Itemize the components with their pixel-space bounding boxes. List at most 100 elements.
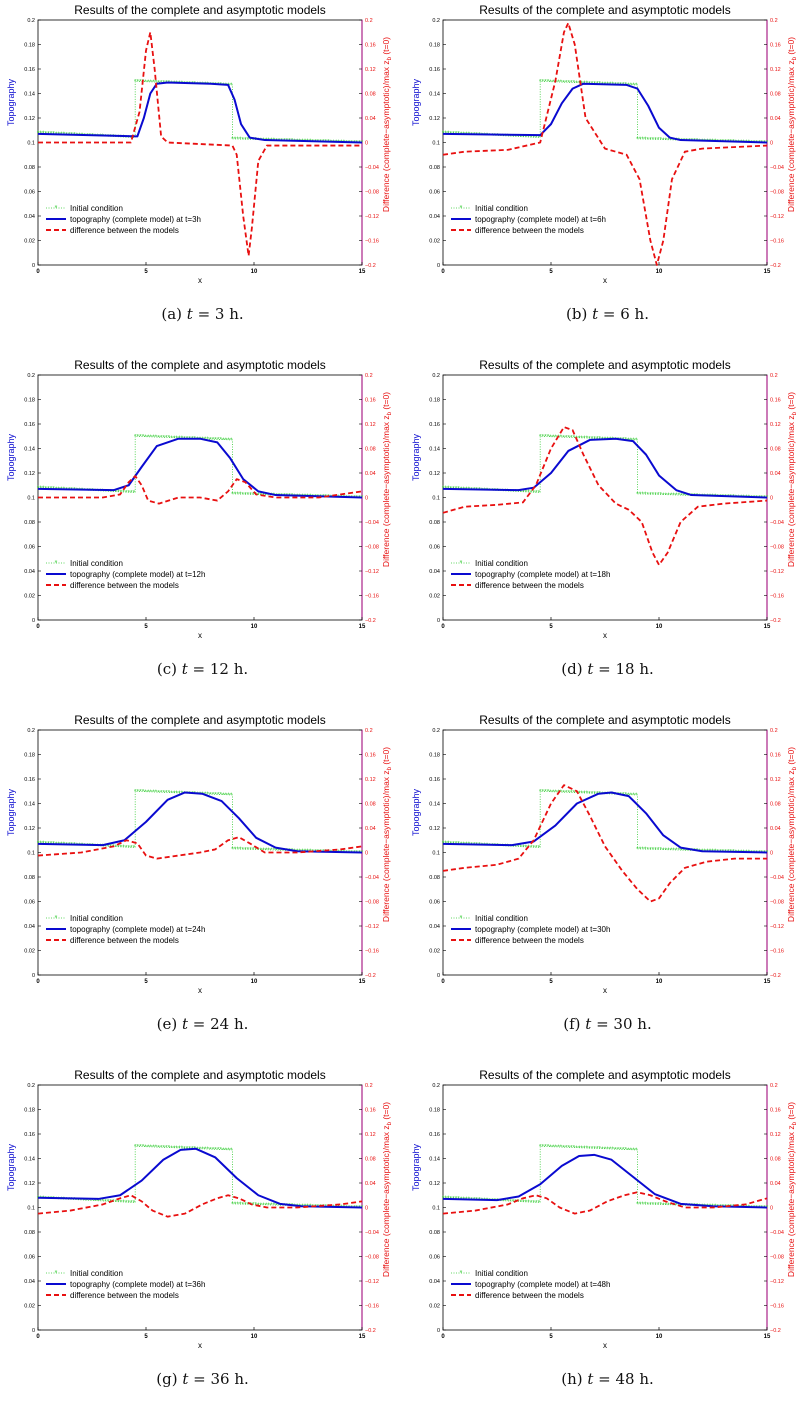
panel-label: (b) [566,305,593,323]
left-tick-label: 0.16 [429,422,440,428]
svg-text:*: * [538,490,541,497]
right-tick-label: −0.12 [770,569,784,575]
legend-entry: difference between the models [475,1291,584,1300]
svg-text:*: * [583,790,586,797]
right-axis-label: Difference (complete−asymptotic)/max zb … [381,1102,393,1277]
right-tick-label: 0.16 [770,1108,781,1114]
svg-text:*: * [649,136,652,143]
svg-text:*: * [125,489,128,496]
svg-text:*: * [567,790,570,797]
series-difference-line [37,1194,363,1218]
left-axis-label: Topography [6,788,16,836]
svg-text:*: * [144,434,147,441]
svg-text:*: * [644,491,647,498]
right-tick-label: 0.12 [770,422,781,428]
chart-panel: Results of the complete and asymptotic m… [0,355,405,710]
svg-text:*: * [55,205,58,212]
svg-text:*: * [547,789,550,796]
left-tick-label: 0.2 [27,1083,35,1089]
svg-text:*: * [588,435,591,442]
svg-text:*: * [691,848,694,855]
left-tick-label: 0.12 [429,116,440,122]
svg-text:*: * [142,434,145,441]
svg-text:*: * [573,790,576,797]
svg-text:*: * [491,132,494,139]
svg-text:*: * [580,790,583,797]
panel-label: (c) [156,660,182,678]
svg-text:*: * [249,1202,252,1209]
svg-text:*: * [173,790,176,797]
svg-text:*: * [619,1146,622,1153]
svg-text:*: * [157,1144,160,1151]
series-topography-line [37,81,363,144]
svg-text:*: * [270,1202,273,1209]
left-tick-label: 0.14 [24,92,35,98]
x-axis-label: x [603,276,607,285]
svg-text:*: * [647,491,650,498]
svg-text:*: * [675,1202,678,1209]
svg-text:*: * [99,843,102,850]
svg-text:*: * [488,487,491,494]
svg-text:*: * [133,135,136,142]
svg-text:*: * [94,843,97,850]
time-value: = 12 h. [187,660,249,678]
svg-text:*: * [672,492,675,499]
svg-text:*: * [632,1147,635,1154]
left-tick-label: 0.02 [429,239,440,245]
svg-text:*: * [217,792,220,799]
left-tick-label: 0.18 [429,1108,440,1114]
svg-text:*: * [683,847,686,854]
svg-text:*: * [139,434,142,441]
svg-text:*: * [160,434,163,441]
svg-text:*: * [499,843,502,850]
chart-title: Results of the complete and asymptotic m… [74,1068,325,1082]
svg-text:*: * [693,1203,696,1210]
left-tick-label: 0.1 [27,496,35,502]
left-tick-label: 0 [437,618,440,624]
svg-text:*: * [280,1202,283,1209]
x-tick-label: 15 [764,269,771,275]
svg-text:*: * [644,1201,647,1208]
left-tick-label: 0.06 [429,1255,440,1261]
svg-text:*: * [557,79,560,86]
chart-svg: Results of the complete and asymptotic m… [6,3,393,285]
left-tick-label: 0.12 [429,1181,440,1187]
svg-text:*: * [552,79,555,86]
svg-text:*: * [672,1202,675,1209]
svg-text:*: * [591,790,594,797]
svg-text:*: * [283,847,286,854]
series-difference-line [38,475,363,505]
right-tick-label: 0 [770,1206,773,1212]
svg-text:*: * [539,788,542,795]
svg-text:*: * [675,847,678,854]
svg-text:*: * [114,844,117,851]
svg-text:*: * [552,789,555,796]
right-tick-label: 0.16 [365,1108,376,1114]
svg-text:*: * [244,136,247,143]
left-tick-label: 0.04 [24,924,35,930]
svg-text:*: * [552,1144,555,1151]
left-tick-label: 0.1 [432,1206,440,1212]
svg-text:*: * [560,1144,563,1151]
time-value: = 18 h. [593,660,654,678]
svg-text:*: * [665,137,668,144]
svg-text:*: * [155,434,158,441]
right-axis-label: Difference (complete−asymptotic)/max zb … [786,747,798,922]
right-tick-label: −0.12 [365,1279,379,1285]
svg-text:*: * [144,1144,147,1151]
left-tick-label: 0 [437,263,440,269]
svg-text:*: * [96,488,99,495]
svg-text:*: * [586,1145,589,1152]
svg-text:*: * [685,847,688,854]
x-tick-label: 5 [549,979,553,985]
svg-text:*: * [209,436,212,443]
svg-text:*: * [766,140,769,147]
right-tick-label: 0.16 [770,753,781,759]
left-tick-label: 0.16 [24,67,35,73]
svg-text:*: * [147,1144,150,1151]
left-tick-label: 0.1 [27,851,35,857]
left-tick-label: 0.16 [429,777,440,783]
svg-text:*: * [127,489,130,496]
svg-text:*: * [236,491,239,498]
svg-text:*: * [104,133,107,140]
